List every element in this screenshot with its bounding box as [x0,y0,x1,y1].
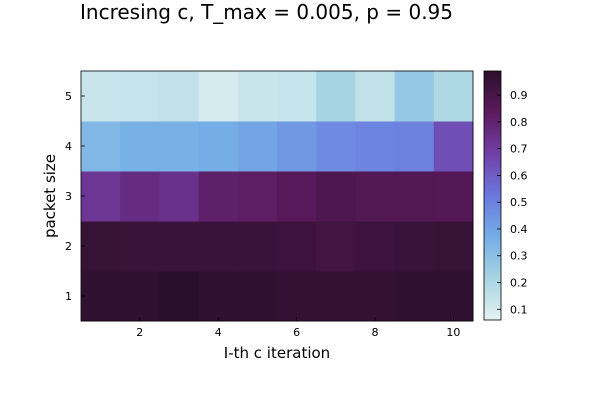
x-tick-label: 6 [293,326,300,339]
heatmap-cell [433,221,474,272]
heatmap-cell [159,171,200,222]
colorbar-tick-label: 0.9 [510,89,528,102]
heatmap-cell [81,271,121,322]
heatmap-cell [355,121,396,172]
heatmap-cell [355,71,396,122]
heatmap-cell [316,221,356,272]
heatmap-cell [237,271,278,322]
heatmap-cell [159,71,200,122]
y-tick-label: 4 [65,140,72,153]
heatmap-cell [81,121,121,172]
x-axis-ticks: 2 4 6 8 10 [136,317,460,339]
x-tick-label: 10 [446,326,460,339]
heatmap-cell [159,221,200,272]
heatmap-cell [120,121,160,172]
heatmap-cell [316,71,356,122]
heatmap-cell [81,71,121,122]
heatmap-cell [433,121,474,172]
heatmap-cell [277,171,317,222]
x-axis-label: I-th c iteration [224,344,330,362]
heatmap-cell [120,221,160,272]
heatmap-cell [277,221,317,272]
heatmap-cell [394,121,435,172]
x-tick-label: 4 [215,326,222,339]
heatmap-cell [394,221,435,272]
heatmap-cell [277,71,317,122]
heatmap-cell [433,271,474,322]
heatmap-cell [277,121,317,172]
heatmap-cell [394,71,435,122]
heatmap-cell [433,171,474,222]
heatmap-cell [394,171,435,222]
colorbar-tick-label: 0.4 [510,223,528,236]
colorbar-gradient [484,71,501,320]
heatmap-cell [394,271,435,322]
heatmap-cell [120,271,160,322]
heatmap-cell [433,71,474,122]
heatmap-cell [277,271,317,322]
heatmap-cell [237,121,278,172]
heatmap-cell [120,171,160,222]
colorbar: 0.1 0.2 0.3 0.4 0.5 0.6 0.7 0.8 0.9 [483,70,528,321]
heatmap-cell [159,271,200,322]
heatmap-cell [237,71,278,122]
colorbar-tick-label: 0.2 [510,277,528,290]
colorbar-tick-label: 0.1 [510,303,528,316]
heatmap-cell [198,121,239,172]
heatmap-cell [355,271,396,322]
heatmap-cell [316,271,356,322]
heatmap-cell [159,121,200,172]
heatmap-cell [198,71,239,122]
heatmap-cell [355,171,396,222]
colorbar-tick-label: 0.7 [510,143,528,156]
y-tick-label: 3 [65,190,72,203]
colorbar-tick-label: 0.3 [510,250,528,263]
heatmap-cell [81,171,121,222]
y-axis-label: packet size [41,154,59,238]
colorbar-tick-label: 0.6 [510,169,528,182]
chart-title: Incresing c, T_max = 0.005, p = 0.95 [80,0,453,24]
y-axis-ticks: 1 2 3 4 5 [65,90,85,303]
heatmap-cell [198,221,239,272]
x-tick-label: 2 [136,326,143,339]
heatmap-cell [198,271,239,322]
colorbar-tick-label: 0.5 [510,196,528,209]
y-tick-label: 1 [65,290,72,303]
heatmap-cell [316,121,356,172]
heatmap-cell [81,221,121,272]
heatmap-cell [237,171,278,222]
heatmap-cell [237,221,278,272]
colorbar-tick-label: 0.8 [510,116,528,129]
heatmap-cell [198,171,239,222]
heatmap-cell [355,221,396,272]
heatmap-cells [81,71,474,322]
y-tick-label: 5 [65,90,72,103]
y-tick-label: 2 [65,240,72,253]
heatmap-cell [120,71,160,122]
heatmap-cell [316,171,356,222]
x-tick-label: 8 [372,326,379,339]
colorbar-frame [483,70,502,321]
